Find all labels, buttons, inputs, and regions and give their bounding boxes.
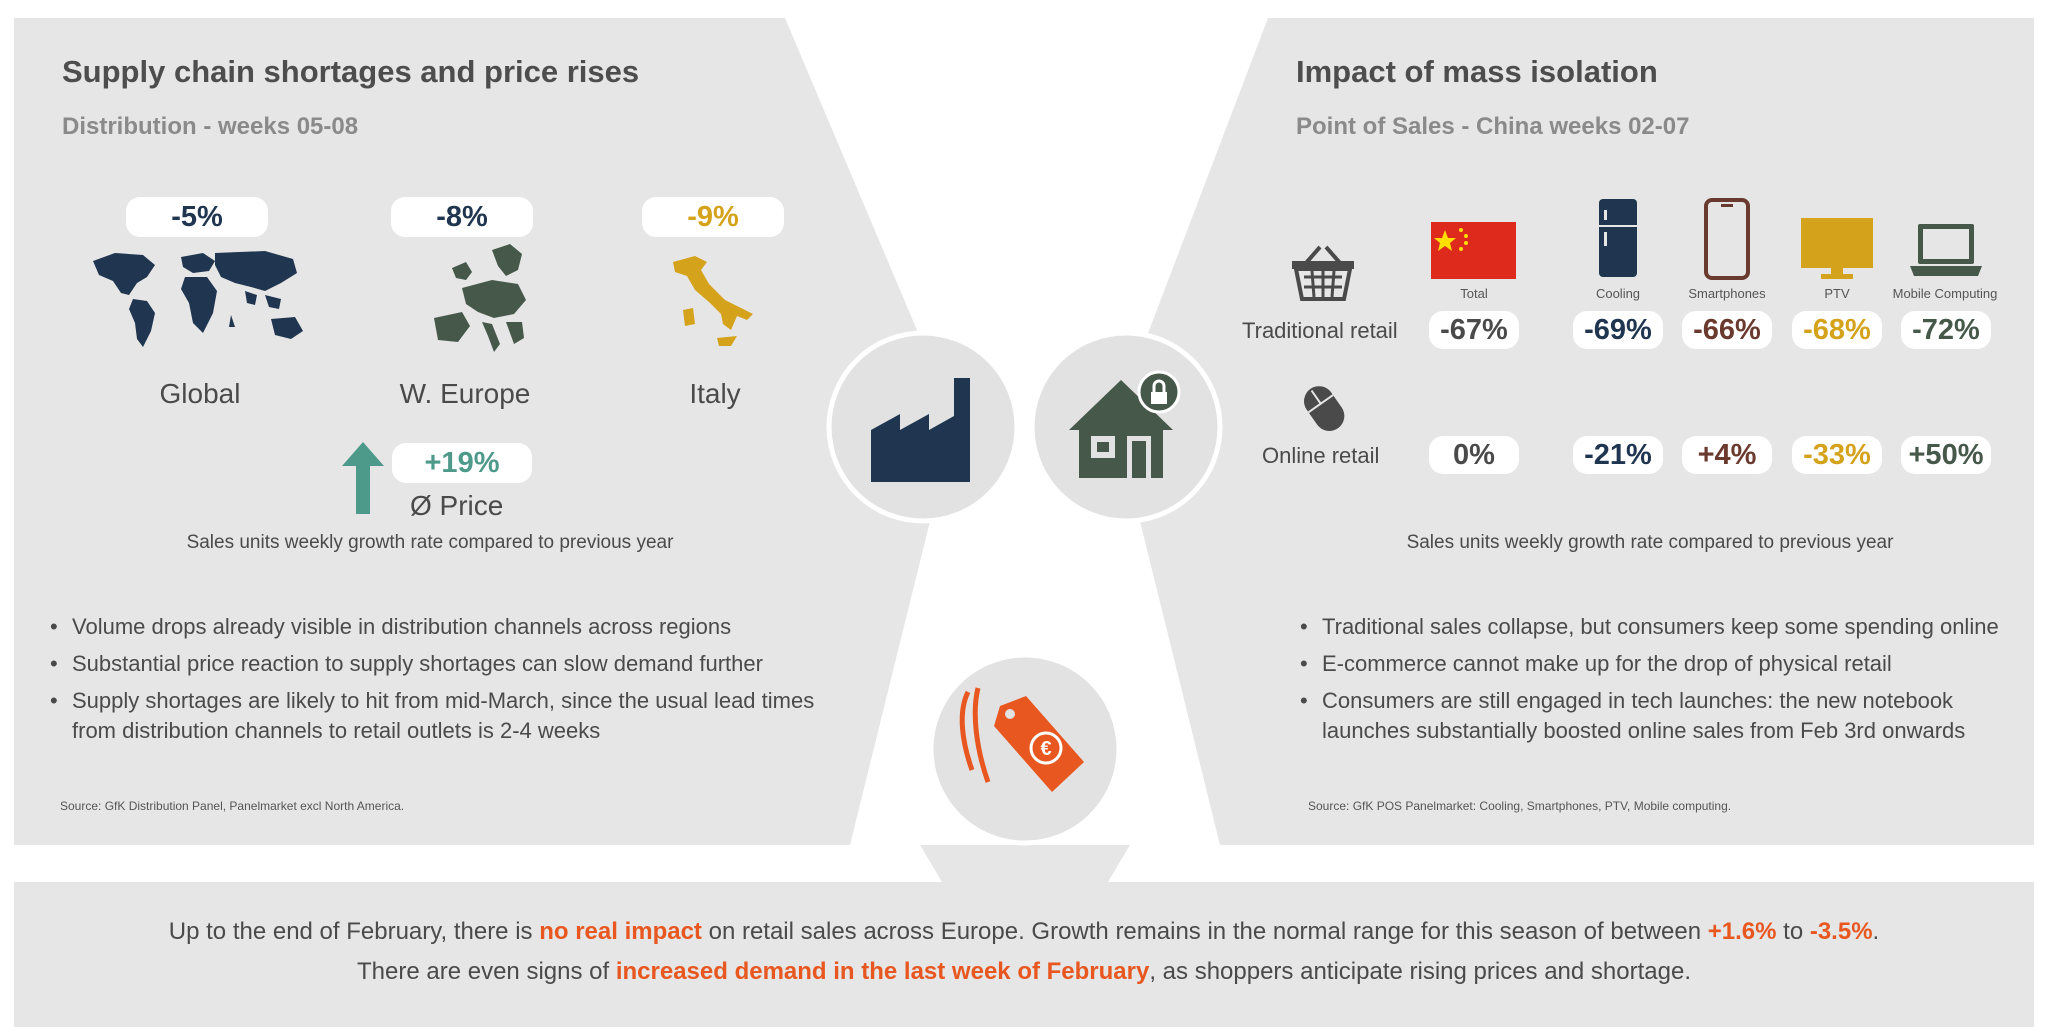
house-lock-icon bbox=[1069, 370, 1181, 478]
factory-circle bbox=[826, 330, 1020, 524]
italy-map-icon bbox=[673, 256, 753, 346]
factory-icon bbox=[871, 378, 970, 482]
right-bullet: Traditional sales collapse, but consumer… bbox=[1300, 612, 2010, 642]
online-ptv: -33% bbox=[1792, 436, 1882, 474]
online-cooling: -21% bbox=[1573, 436, 1663, 474]
col-smartphones: Smartphones bbox=[1688, 286, 1766, 301]
price-label: Ø Price bbox=[410, 490, 504, 521]
computer-mouse-icon bbox=[1304, 386, 1345, 431]
italy-label: Italy bbox=[689, 378, 741, 409]
china-flag-icon bbox=[1431, 222, 1516, 279]
trad-cooling: -69% bbox=[1573, 311, 1663, 349]
left-subtitle: Distribution - weeks 05-08 bbox=[62, 113, 359, 140]
col-total: Total bbox=[1460, 286, 1488, 301]
tag-circle: € bbox=[928, 652, 1122, 846]
left-title: Supply chain shortages and price rises bbox=[62, 54, 640, 89]
trad-total: -67% bbox=[1429, 311, 1519, 349]
right-bullets: Traditional sales collapse, but consumer… bbox=[1300, 612, 2010, 753]
tv-icon bbox=[1801, 218, 1873, 279]
right-title: Impact of mass isolation bbox=[1296, 54, 1658, 89]
global-value: -5% bbox=[126, 197, 268, 237]
footer-line-1: Up to the end of February, there is no r… bbox=[168, 918, 1880, 945]
trad-smartphones: -66% bbox=[1682, 311, 1772, 349]
italy-value: -9% bbox=[642, 197, 784, 237]
footer-highlight: no real impact bbox=[539, 918, 702, 945]
right-subtitle: Point of Sales - China weeks 02-07 bbox=[1296, 113, 1690, 140]
right-source: Source: GfK POS Panelmarket: Cooling, Sm… bbox=[1308, 799, 1732, 813]
col-ptv: PTV bbox=[1824, 286, 1850, 301]
left-bullet: Supply shortages are likely to hit from … bbox=[50, 686, 830, 746]
right-bullet: E-commerce cannot make up for the drop o… bbox=[1300, 649, 2010, 679]
europe-map-icon bbox=[434, 244, 526, 352]
footer-text: Up to the end of February, there is no r… bbox=[0, 912, 2048, 992]
price-value: +19% bbox=[392, 443, 532, 483]
laptop-icon bbox=[1910, 224, 1982, 276]
left-bullet: Substantial price reaction to supply sho… bbox=[50, 649, 830, 679]
trad-mobile: -72% bbox=[1901, 311, 1991, 349]
online-mobile: +50% bbox=[1901, 436, 1991, 474]
col-cooling: Cooling bbox=[1595, 286, 1641, 301]
house-circle bbox=[1029, 330, 1223, 524]
global-label: Global bbox=[159, 378, 241, 409]
trad-ptv: -68% bbox=[1792, 311, 1882, 349]
left-bullets: Volume drops already visible in distribu… bbox=[50, 612, 830, 753]
footer-highlight: +1.6% bbox=[1707, 918, 1777, 945]
shopping-basket-icon bbox=[1292, 245, 1354, 301]
footer-line-2: There are even signs of increased demand… bbox=[357, 958, 1691, 985]
online-smartphones: +4% bbox=[1682, 436, 1772, 474]
footer-panel bbox=[14, 882, 2034, 1027]
up-arrow-icon bbox=[342, 442, 384, 514]
row-label-online: Online retail bbox=[1262, 443, 1380, 468]
footer-highlight: increased demand in the last week of Feb… bbox=[615, 958, 1150, 985]
weurope-value: -8% bbox=[391, 197, 533, 237]
left-source: Source: GfK Distribution Panel, Panelmar… bbox=[60, 799, 405, 813]
euro-price-tag-icon: € bbox=[959, 687, 1084, 792]
online-total: 0% bbox=[1429, 436, 1519, 474]
weurope-label: W. Europe bbox=[399, 378, 531, 409]
footer-highlight: -3.5% bbox=[1809, 918, 1873, 945]
right-caption: Sales units weekly growth rate compared … bbox=[1406, 532, 1894, 553]
left-caption: Sales units weekly growth rate compared … bbox=[186, 532, 674, 553]
svg-text:€: € bbox=[1040, 738, 1051, 760]
col-mobile-computing: Mobile Computing bbox=[1892, 286, 1998, 301]
smartphone-icon bbox=[1704, 198, 1750, 280]
left-bullet: Volume drops already visible in distribu… bbox=[50, 612, 830, 642]
fridge-icon bbox=[1599, 199, 1637, 277]
row-label-traditional: Traditional retail bbox=[1242, 318, 1398, 343]
right-bullet: Consumers are still engaged in tech laun… bbox=[1300, 686, 2010, 746]
world-map-icon bbox=[93, 251, 303, 347]
